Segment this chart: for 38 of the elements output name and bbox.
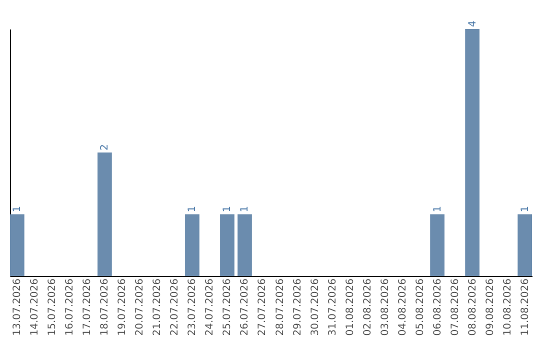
x-tick-label: 03.08.2026 xyxy=(380,278,391,336)
x-tick-label: 10.08.2026 xyxy=(502,278,514,336)
x-tick-label: 18.07.2026 xyxy=(100,278,111,336)
x-tick-label: 09.08.2026 xyxy=(484,278,496,336)
x-tick-label: 04.08.2026 xyxy=(397,278,408,336)
x-tick-label: 31.07.2026 xyxy=(327,278,338,336)
x-tick-label: 07.08.2026 xyxy=(450,278,461,336)
x-tick-label: 08.08.2026 xyxy=(467,278,478,336)
x-tick-label: 06.08.2026 xyxy=(432,278,444,336)
x-tick-label: 17.07.2026 xyxy=(82,278,94,336)
x-tick-label: 13.07.2026 xyxy=(12,278,24,336)
data-label: 1 xyxy=(12,206,24,212)
x-tick-label: 28.07.2026 xyxy=(274,278,286,336)
x-tick-label: 29.07.2026 xyxy=(292,278,304,336)
x-tick-label: 24.07.2026 xyxy=(204,278,216,336)
x-tick-label: 14.07.2026 xyxy=(30,278,41,336)
data-label: 1 xyxy=(222,206,234,212)
x-tick-label: 25.07.2026 xyxy=(222,278,234,336)
data-label: 1 xyxy=(432,206,444,212)
x-tick-label: 27.07.2026 xyxy=(257,278,268,336)
x-tick-label: 02.08.2026 xyxy=(362,278,374,336)
x-tick-label: 21.07.2026 xyxy=(152,278,164,336)
data-label: 2 xyxy=(100,144,111,150)
x-tick-label: 19.07.2026 xyxy=(117,278,128,336)
data-label: 4 xyxy=(467,20,478,27)
x-tick-label: 15.07.2026 xyxy=(47,278,58,336)
x-tick-label: 22.07.2026 xyxy=(170,278,181,336)
x-tick-label: 01.08.2026 xyxy=(344,278,356,336)
data-label: 1 xyxy=(187,206,198,212)
data-label: 1 xyxy=(520,206,531,212)
x-tick-label: 11.08.2026 xyxy=(520,278,531,336)
x-tick-label: 30.07.2026 xyxy=(310,278,321,336)
x-tick-label: 26.07.2026 xyxy=(240,278,251,336)
data-label: 1 xyxy=(240,206,251,212)
x-tick-label: 20.07.2026 xyxy=(134,278,146,336)
x-tick-label: 23.07.2026 xyxy=(187,278,198,336)
x-tick-label: 05.08.2026 xyxy=(414,278,426,336)
x-tick-label: 16.07.2026 xyxy=(64,278,76,336)
